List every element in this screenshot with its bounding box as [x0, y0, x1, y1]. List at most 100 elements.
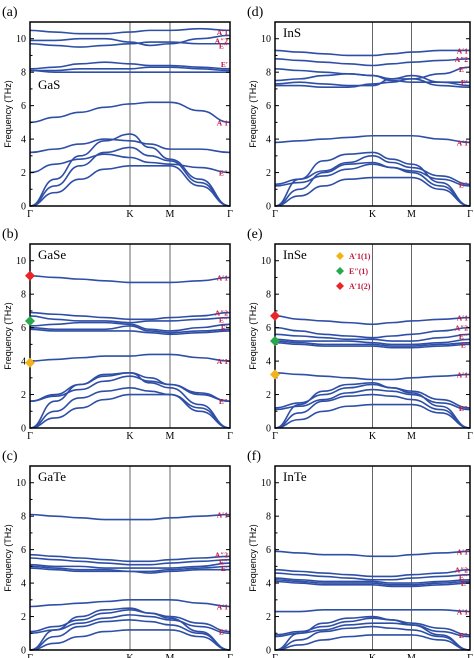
- phonon-branch-2: [29, 553, 231, 563]
- x-tick-label: K: [369, 431, 377, 442]
- phonon-branch-4: [29, 61, 231, 70]
- mode-label: A″2: [215, 36, 229, 45]
- phonon-branch-11: [274, 393, 471, 429]
- y-tick-label: 2: [266, 612, 271, 623]
- phonon-branch-10: [29, 133, 231, 207]
- y-tick-label: 6: [21, 101, 26, 112]
- raman-mode-marker: [270, 336, 280, 347]
- phonon-branch-1: [29, 513, 231, 521]
- y-tick-label: 10: [16, 478, 26, 489]
- phonon-branch-7: [274, 372, 471, 381]
- mode-label: E′: [461, 78, 468, 87]
- x-tick-label: Γ: [227, 653, 233, 658]
- phonon-branch-10: [274, 382, 471, 429]
- mode-label: A′1: [457, 547, 469, 556]
- phonon-branch-10: [29, 607, 231, 651]
- phonon-branch-12: [274, 634, 471, 651]
- mode-label: E″: [219, 397, 228, 406]
- phonon-branch-10: [29, 371, 231, 429]
- plot-frame: [29, 465, 231, 651]
- y-tick-label: 0: [266, 424, 271, 435]
- phonon-branch-3: [29, 557, 231, 566]
- y-tick-label: 2: [266, 168, 271, 179]
- y-tick-label: 4: [21, 579, 26, 590]
- y-axis-label: Frequency (THz): [248, 524, 258, 592]
- raman-mode-marker: [270, 369, 280, 380]
- mode-label: E′: [221, 60, 228, 69]
- y-tick-label: 8: [266, 290, 271, 301]
- mode-label: A′1: [217, 28, 229, 37]
- plot-frame: [274, 465, 471, 651]
- phonon-branch-4: [29, 562, 231, 569]
- phonon-branch-7: [29, 353, 231, 362]
- phonon-branch-3: [29, 41, 230, 48]
- phonon-branch-9: [29, 614, 231, 635]
- material-name: GaSe: [38, 247, 66, 262]
- phonon-branch-8: [29, 609, 231, 633]
- y-tick-label: 0: [266, 202, 271, 213]
- phonon-branch-10: [274, 615, 471, 651]
- legend-entry: E″(1): [349, 267, 368, 276]
- x-tick-label: Γ: [272, 431, 278, 442]
- x-tick-label: Γ: [467, 431, 473, 442]
- legend-entry: A′1(1): [349, 252, 371, 261]
- x-tick-label: Γ: [27, 209, 33, 220]
- raman-mode-marker: [270, 310, 280, 321]
- phonon-branch-1: [274, 315, 471, 326]
- y-tick-label: 4: [266, 579, 271, 590]
- x-tick-label: Γ: [467, 653, 473, 658]
- x-tick-label: Γ: [227, 431, 233, 442]
- phonon-branch-5: [274, 340, 471, 347]
- panel-label: (d): [247, 5, 264, 20]
- y-axis-label: Frequency (THz): [3, 80, 13, 148]
- phonon-branch-8: [274, 155, 471, 186]
- x-tick-label: Γ: [467, 209, 473, 220]
- mode-label: E″: [219, 169, 228, 178]
- y-tick-label: 4: [21, 135, 26, 146]
- y-tick-label: 10: [16, 256, 26, 267]
- phonon-branch-7: [29, 599, 231, 608]
- y-axis-label: Frequency (THz): [3, 302, 13, 370]
- y-tick-label: 0: [21, 424, 26, 435]
- phonon-branch-12: [29, 165, 231, 207]
- y-tick-label: 8: [21, 512, 26, 523]
- phonon-branch-1: [274, 550, 471, 558]
- mode-label: E′: [221, 324, 228, 333]
- mode-label: A′1: [457, 608, 469, 617]
- phonon-branch-2: [274, 326, 471, 339]
- plot-frame: [29, 21, 231, 207]
- plot-frame: [29, 243, 231, 429]
- phonon-branch-2: [274, 568, 471, 578]
- phonon-branch-11: [274, 625, 471, 651]
- y-tick-label: 0: [21, 646, 26, 657]
- y-axis-label: Frequency (THz): [3, 524, 13, 592]
- mode-label: A′1: [217, 357, 229, 366]
- phonon-branch-7: [275, 609, 471, 613]
- y-tick-label: 6: [21, 323, 26, 334]
- mode-label: E′: [461, 579, 468, 588]
- y-tick-label: 10: [16, 34, 26, 45]
- mode-label: E″: [219, 557, 228, 566]
- phonon-branch-9: [29, 375, 231, 403]
- y-tick-label: 4: [21, 357, 26, 368]
- y-tick-label: 2: [21, 168, 26, 179]
- panel-label: (f): [247, 449, 261, 464]
- mode-label: A′1: [457, 370, 469, 379]
- y-tick-label: 8: [266, 512, 271, 523]
- y-tick-label: 4: [266, 357, 271, 368]
- x-tick-label: M: [407, 209, 416, 220]
- phonon-branch-6: [275, 78, 471, 89]
- material-name: GaS: [38, 77, 60, 92]
- phonon-branch-4: [274, 73, 470, 84]
- y-tick-label: 6: [266, 101, 271, 112]
- legend-marker: [336, 267, 344, 275]
- phonon-branch-12: [274, 176, 471, 207]
- mode-label: A′1: [217, 118, 229, 127]
- panel-label: (c): [2, 449, 18, 464]
- x-tick-label: M: [407, 653, 416, 658]
- mode-label: E″: [459, 631, 468, 640]
